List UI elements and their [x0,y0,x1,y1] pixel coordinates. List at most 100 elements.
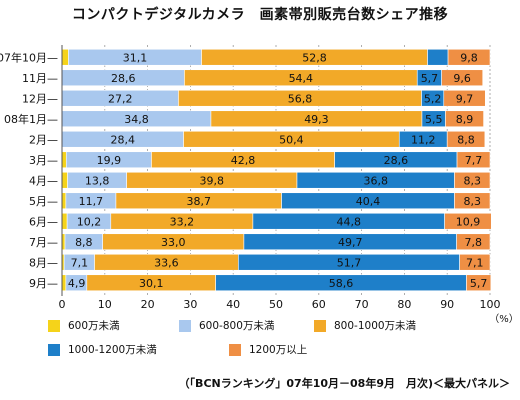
bar-value-label: 33,0 [161,236,186,249]
category-label: 9月— [29,277,58,290]
bar-value-label: 11,7 [79,195,104,208]
bar-value-label: 5,7 [470,277,488,290]
bar-value-label: 51,7 [337,256,362,269]
x-tick-label: 50 [269,298,283,311]
bar-value-label: 7,1 [466,256,484,269]
bar-segment [61,171,68,189]
bar-value-label: 9,7 [456,92,474,105]
bar-value-label: 42,8 [231,154,256,167]
bar-segment [61,212,68,230]
category-label: 5月— [29,195,58,208]
bar-value-label: 5,2 [424,92,442,105]
x-tick-label: 0 [59,298,66,311]
x-tick-label: 40 [226,298,240,311]
category-label: 3月— [29,154,58,167]
bar-value-label: 49,7 [338,236,363,249]
bar-value-label: 31,1 [123,51,148,64]
bar-value-label: 54,4 [289,72,314,85]
bar-value-label: 50,4 [279,133,304,146]
x-tick-label: 70 [355,298,369,311]
bar-segment [447,48,491,66]
category-label: 07年10月— [0,50,58,64]
bar-value-label: 38,7 [186,195,211,208]
bar-value-label: 19,9 [97,154,122,167]
legend-label: 600-800万未満 [199,320,275,332]
category-label: 6月— [29,215,58,228]
bar-segment [61,48,69,66]
plot-area: 0 10 20 30 40 50 60 70 80 90 100 （%） 07年10月— 31,1 52,8… [0,45,519,325]
bar-segment [441,69,484,87]
bar-value-label: 33,2 [170,215,195,228]
legend-item: 600-800万未満 [179,318,274,333]
bar-value-label: 7,1 [71,256,89,269]
legend-label: 1200万以上 [249,344,308,356]
bar-value-label: 13,8 [85,174,110,187]
bar-value-label: 10,2 [77,215,102,228]
bar-segment [445,110,484,128]
legend-swatch [48,343,60,356]
bar-value-label: 33,6 [154,256,179,269]
legend-item: 1000-1200万未満 [48,342,157,357]
category-label: 2月— [29,133,58,146]
x-tick-label: 30 [183,298,197,311]
bar-segment [446,130,486,148]
bar-segment [454,192,491,210]
bar-segment [443,89,486,107]
bar-value-label: 34,8 [124,113,149,126]
bar-value-label: 7,8 [465,236,483,249]
bar-value-label: 8,9 [456,113,474,126]
bar-segment [61,151,67,169]
bar-segment [466,274,492,292]
bar-value-label: 44,8 [337,215,362,228]
bar-value-label: 4,9 [68,277,86,290]
bar-value-label: 8,8 [75,236,93,249]
bar-value-label: 5,7 [421,72,439,85]
bar-segment [456,233,491,251]
bar-value-label: 28,6 [111,72,136,85]
bar-value-label: 9,8 [460,51,478,64]
bar-value-label: 27,2 [108,92,133,105]
x-tick-label: 80 [397,298,411,311]
bar-segment [427,48,449,66]
bar-value-label: 30,1 [139,277,164,290]
bar-value-label: 28,6 [384,154,409,167]
x-tick-label: 60 [312,298,326,311]
bar-value-label: 9,6 [453,72,471,85]
bar-segment [61,192,67,210]
bar-value-label: 49,3 [304,113,329,126]
bar-value-label: 52,8 [302,51,327,64]
bar-value-label: 11,2 [411,133,436,146]
bar-value-label: 8,8 [457,133,475,146]
x-axis-unit: （%） [489,313,519,325]
legend-item: 1200万以上 [229,342,307,357]
bar-segment [456,151,491,169]
bar-segment [444,212,492,230]
bar-segment [459,253,491,271]
bar-value-label: 56,8 [288,92,313,105]
x-tick-label: 20 [141,298,155,311]
bar-value-label: 28,4 [111,133,136,146]
category-label: 4月— [29,174,58,187]
x-tick-label: 90 [440,298,454,311]
legend-item: 800-1000万未満 [314,318,416,333]
category-label: 7月— [29,236,58,249]
source-note: （「BCNランキング」07年10月－08年9月 月次)＜最大パネル＞ [178,377,510,390]
bar-value-label: 8,3 [463,195,481,208]
bar-value-label: 36,8 [363,174,388,187]
bar-segment [61,274,67,292]
bar-value-label: 40,4 [356,195,381,208]
category-label: 11月— [22,72,58,85]
legend-label: 600万未満 [68,320,120,332]
legend-swatch [229,343,241,356]
bar-value-label: 58,6 [329,277,354,290]
x-tick-label: 10 [98,298,112,311]
legend-swatch [314,319,326,332]
bar-value-label: 39,8 [200,174,225,187]
bar-segment [454,171,491,189]
legend-swatch [48,319,60,332]
legend-label: 1000-1200万未満 [68,344,157,356]
bar-value-label: 5,5 [425,113,443,126]
bar-value-label: 10,9 [456,215,481,228]
chart-title: コンパクトデジタルカメラ 画素帯別販売台数シェア推移 [71,7,449,23]
